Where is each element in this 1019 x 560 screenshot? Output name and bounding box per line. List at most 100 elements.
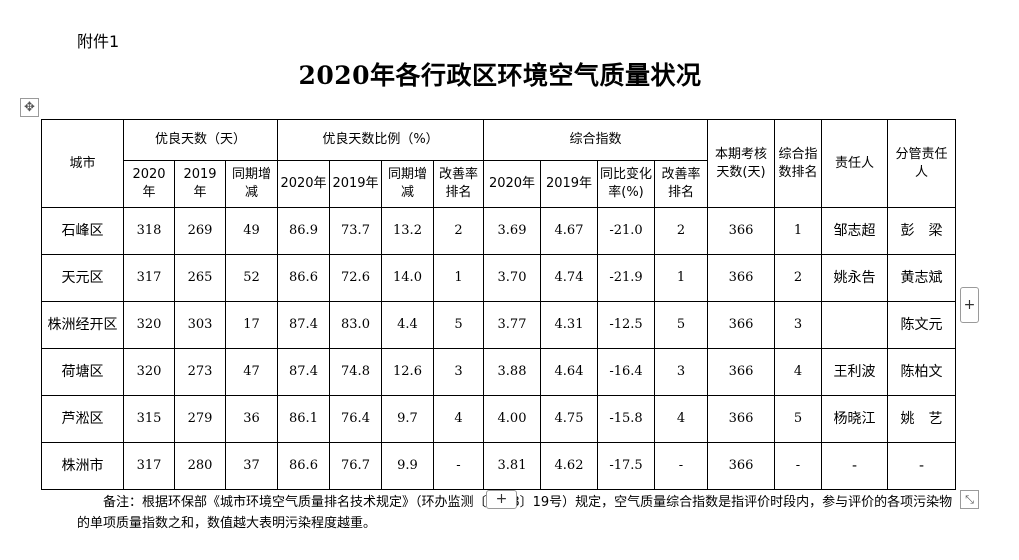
cell-composite-rank: - [774,442,822,490]
cell-good-days-2019: 279 [174,395,226,443]
subheader-index-yoy-rate: 同比变化率(%) [597,160,655,208]
cell-supervisor: 彭 梁 [887,207,956,255]
cell-assess-days: 366 [707,348,775,396]
cell-ratio-change: 9.7 [381,395,434,443]
cell-index-2019: 4.31 [540,301,598,349]
cell-ratio-improve-rank: 2 [433,207,484,255]
cell-composite-rank: 2 [774,254,822,302]
cell-city: 株洲经开区 [41,301,124,349]
cell-supervisor: - [887,442,956,490]
cell-city: 荷塘区 [41,348,124,396]
cell-index-improve-rank: 4 [654,395,708,443]
cell-index-yoy-rate: -21.9 [597,254,655,302]
subheader-index-2019: 2019年 [540,160,598,208]
cell-index-2019: 4.75 [540,395,598,443]
cell-composite-rank: 4 [774,348,822,396]
cell-assess-days: 366 [707,301,775,349]
header-city: 城市 [41,119,124,208]
cell-responsible: 邹志超 [821,207,888,255]
header-composite-rank: 综合指数排名 [774,119,822,208]
cell-index-2019: 4.64 [540,348,598,396]
cell-index-2019: 4.62 [540,442,598,490]
cell-assess-days: 366 [707,442,775,490]
cell-index-2020: 3.70 [483,254,541,302]
cell-good-days-2019: 280 [174,442,226,490]
header-supervisor: 分管责任人 [887,119,956,208]
cell-ratio-change: 13.2 [381,207,434,255]
cell-ratio-improve-rank: 1 [433,254,484,302]
add-column-plus-icon[interactable]: + [960,287,979,323]
footnote: 备注：根据环保部《城市环境空气质量排名技术规定》（环办监测〔2018〕19号）规… [77,495,953,531]
cell-ratio-2020: 86.6 [277,442,330,490]
cell-ratio-change: 14.0 [381,254,434,302]
cell-ratio-2019: 73.7 [329,207,382,255]
cell-supervisor: 陈柏文 [887,348,956,396]
cell-good-days-change: 49 [225,207,278,255]
page-title: 2020年各行政区环境空气质量状况 [298,61,702,90]
cell-good-days-change: 52 [225,254,278,302]
cell-ratio-2019: 76.4 [329,395,382,443]
cell-ratio-2020: 86.1 [277,395,330,443]
cell-assess-days: 366 [707,254,775,302]
table-row: 石峰区 318 269 49 86.9 73.7 13.2 2 3.69 4.67 -21.0 2 36… [41,207,956,255]
cell-city: 芦淞区 [41,395,124,443]
table-row: 株洲经开区 320 303 17 87.4 83.0 4.4 5 3.77 4.31 -12.5 5 3… [41,301,956,349]
cell-ratio-2020: 86.6 [277,254,330,302]
subheader-ratio-2020: 2020年 [277,160,330,208]
cell-composite-rank: 5 [774,395,822,443]
cell-index-improve-rank: 3 [654,348,708,396]
cell-good-days-2019: 303 [174,301,226,349]
cell-composite-rank: 3 [774,301,822,349]
cell-good-days-2020: 317 [123,442,175,490]
cell-index-2020: 3.77 [483,301,541,349]
cell-good-days-change: 17 [225,301,278,349]
cell-ratio-2020: 86.9 [277,207,330,255]
subheader-good-days-change: 同期增减 [225,160,278,208]
cell-good-days-2020: 320 [123,348,175,396]
cell-ratio-improve-rank: 3 [433,348,484,396]
cell-index-yoy-rate: -21.0 [597,207,655,255]
cell-ratio-2020: 87.4 [277,301,330,349]
cell-ratio-improve-rank: 5 [433,301,484,349]
cell-index-improve-rank: 2 [654,207,708,255]
cell-ratio-2020: 87.4 [277,348,330,396]
table-row: 芦淞区 315 279 36 86.1 76.4 9.7 4 4.00 4.75 -15.8 4 366… [41,395,956,443]
cell-good-days-change: 37 [225,442,278,490]
cell-good-days-2020: 315 [123,395,175,443]
subheader-ratio-improve-rank: 改善率排名 [433,160,484,208]
cell-index-yoy-rate: -12.5 [597,301,655,349]
cell-responsible: 杨晓江 [821,395,888,443]
cell-city: 株洲市 [41,442,124,490]
subheader-index-2020: 2020年 [483,160,541,208]
cell-index-2019: 4.67 [540,207,598,255]
cell-good-days-2019: 269 [174,207,226,255]
table-resize-icon[interactable]: ⤡ [960,490,979,509]
cell-good-days-change: 47 [225,348,278,396]
cell-index-yoy-rate: -17.5 [597,442,655,490]
cell-good-days-2020: 320 [123,301,175,349]
cell-supervisor: 陈文元 [887,301,956,349]
subheader-good-days-2019: 2019年 [174,160,226,208]
cell-responsible: 王利波 [821,348,888,396]
add-row-plus-icon[interactable]: + [486,490,517,509]
cell-responsible: 姚永告 [821,254,888,302]
cell-index-improve-rank: 5 [654,301,708,349]
cell-ratio-change: 4.4 [381,301,434,349]
cell-city: 石峰区 [41,207,124,255]
cell-composite-rank: 1 [774,207,822,255]
cell-index-2020: 3.69 [483,207,541,255]
cell-good-days-change: 36 [225,395,278,443]
header-composite-index: 综合指数 [483,119,708,161]
subheader-index-improve-rank: 改善率排名 [654,160,708,208]
cell-index-improve-rank: - [654,442,708,490]
air-quality-table: 城市 优良天数（天） 优良天数比例（%） 综合指数 本期考核天数(天) 综合指数… [41,119,956,490]
cell-index-improve-rank: 1 [654,254,708,302]
cell-supervisor: 黄志斌 [887,254,956,302]
cell-ratio-2019: 72.6 [329,254,382,302]
cell-index-2020: 4.00 [483,395,541,443]
table-move-handle-icon[interactable]: ✥ [20,98,39,117]
cell-ratio-change: 9.9 [381,442,434,490]
cell-ratio-improve-rank: 4 [433,395,484,443]
table-row: 株洲市 317 280 37 86.6 76.7 9.9-3.81 4.62 -17.5-366… [41,442,956,490]
cell-index-2019: 4.74 [540,254,598,302]
